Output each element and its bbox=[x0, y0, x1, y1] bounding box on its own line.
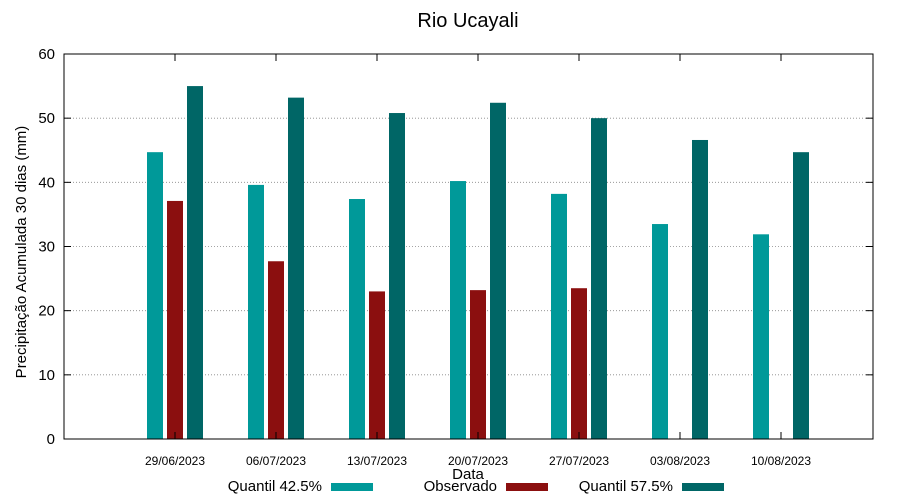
grid-lines bbox=[64, 117, 873, 376]
y-axis: 0 10 20 30 40 50 60 bbox=[38, 46, 873, 448]
bar-quantil-57-5--4 bbox=[591, 118, 607, 440]
y-tick-label: 40 bbox=[38, 174, 55, 191]
x-tick-label: 03/08/2023 bbox=[650, 454, 710, 468]
bar-observado-1 bbox=[268, 261, 284, 439]
legend: Quantil 42.5% Observado Quantil 57.5% bbox=[228, 478, 724, 495]
bar-observado-3 bbox=[470, 290, 486, 439]
y-tick-label: 10 bbox=[38, 367, 55, 384]
legend-label: Observado bbox=[424, 478, 497, 495]
bar-quantil-57-5--3 bbox=[490, 102, 506, 440]
bar-quantil-57-5--5 bbox=[692, 139, 708, 439]
bar-quantil-57-5--0 bbox=[187, 86, 203, 439]
bar-quantil-42-5--5 bbox=[652, 224, 668, 439]
legend-label: Quantil 42.5% bbox=[228, 478, 322, 495]
x-tick-label: 06/07/2023 bbox=[246, 454, 306, 468]
y-tick-label: 60 bbox=[38, 46, 55, 63]
y-tick-label: 30 bbox=[38, 239, 55, 256]
x-axis: 29/06/2023 06/07/2023 13/07/2023 20/07/2023… bbox=[145, 54, 811, 468]
legend-swatch bbox=[682, 483, 724, 491]
bar-quantil-57-5--1 bbox=[288, 97, 304, 439]
y-tick-label: 0 bbox=[47, 431, 55, 448]
y-axis-label: Precipitação Acumulada 30 dias (mm) bbox=[13, 126, 30, 379]
chart-title: Rio Ucayali bbox=[417, 10, 518, 32]
legend-label: Quantil 57.5% bbox=[579, 478, 673, 495]
bar-quantil-57-5--2 bbox=[389, 113, 405, 440]
bar-quantil-42-5--6 bbox=[753, 234, 769, 439]
bar-observado-2 bbox=[369, 291, 385, 439]
bar-observado-0 bbox=[167, 200, 183, 439]
x-tick-label: 13/07/2023 bbox=[347, 454, 407, 468]
x-tick-label: 10/08/2023 bbox=[751, 454, 811, 468]
x-tick-label: 29/06/2023 bbox=[145, 454, 205, 468]
bar-quantil-42-5--3 bbox=[450, 181, 466, 440]
legend-swatch bbox=[506, 483, 548, 491]
bar-observado-4 bbox=[571, 288, 587, 439]
x-tick-label: 20/07/2023 bbox=[448, 454, 508, 468]
bar-quantil-42-5--4 bbox=[551, 193, 567, 439]
bar-quantil-57-5--6 bbox=[793, 152, 809, 440]
bar-quantil-42-5--2 bbox=[349, 199, 365, 439]
y-tick-label: 20 bbox=[38, 303, 55, 320]
y-tick-label: 50 bbox=[38, 110, 55, 127]
legend-swatch bbox=[331, 483, 373, 491]
x-tick-label: 27/07/2023 bbox=[549, 454, 609, 468]
bar-quantil-42-5--1 bbox=[248, 184, 264, 439]
bar-quantil-42-5--0 bbox=[147, 152, 163, 440]
x-axis-label: Data bbox=[452, 466, 484, 483]
bars-group bbox=[147, 86, 809, 440]
